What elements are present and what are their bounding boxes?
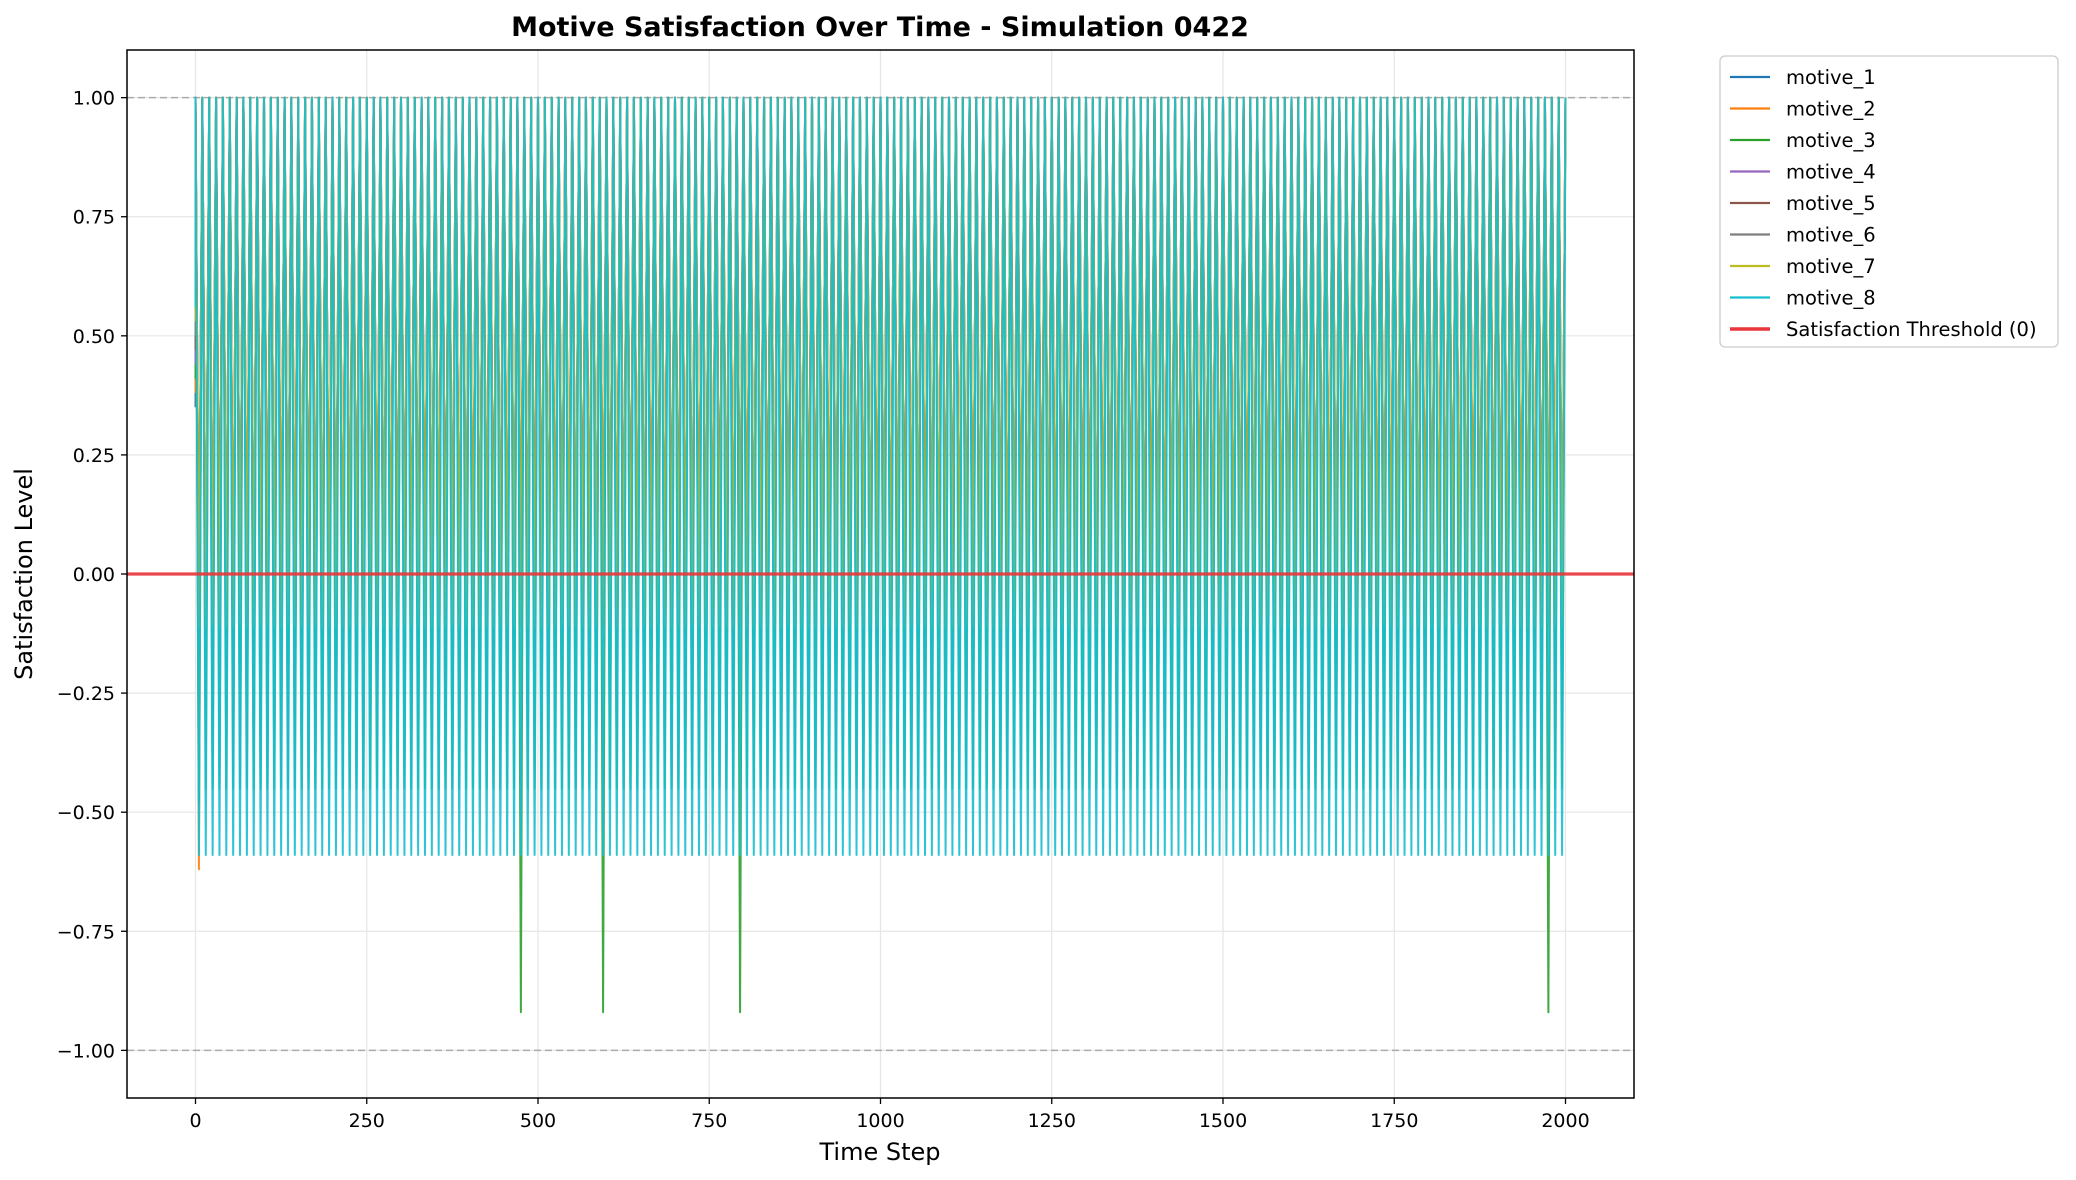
series-line-motive_8 — [194, 96, 1567, 857]
legend-label: motive_4 — [1786, 161, 1876, 184]
x-tick-label: 500 — [520, 1110, 556, 1132]
chart-title: Motive Satisfaction Over Time - Simulati… — [511, 12, 1249, 43]
y-tick-label: 0.25 — [73, 445, 115, 467]
legend: motive_1 motive_2 motive_3 motive_4 motive_5… — [1719, 55, 2059, 348]
legend-label: motive_8 — [1786, 287, 1876, 310]
y-tick-label: −0.25 — [57, 683, 115, 705]
legend-label: motive_1 — [1786, 66, 1876, 89]
legend-label: Satisfaction Threshold (0) — [1786, 318, 2037, 341]
y-tick-label: −0.50 — [57, 802, 115, 824]
x-tick-label: 1500 — [1199, 1110, 1247, 1132]
y-tick-label: 1.00 — [73, 88, 115, 110]
x-tick-label: 250 — [349, 1110, 385, 1132]
x-axis-label: Time Step — [818, 1138, 940, 1166]
x-tick-label: 750 — [691, 1110, 727, 1132]
legend-label: motive_3 — [1786, 129, 1876, 152]
x-tick-label: 0 — [189, 1110, 201, 1132]
x-tick-label: 1250 — [1028, 1110, 1076, 1132]
x-tick-label: 1750 — [1370, 1110, 1418, 1132]
x-tick-label: 1000 — [856, 1110, 904, 1132]
y-tick-label: 0.75 — [73, 207, 115, 229]
legend-label: motive_2 — [1786, 98, 1876, 121]
series-layer — [194, 96, 1567, 1014]
legend-label: motive_5 — [1786, 192, 1876, 215]
y-tick-label: 0.50 — [73, 326, 115, 348]
y-tick-label: −0.75 — [57, 921, 115, 943]
x-axis: 0 250 500 750 1000 1250 1500 1750 2000 — [189, 1098, 1590, 1132]
y-tick-label: −1.00 — [57, 1040, 115, 1062]
legend-box — [1719, 55, 2059, 348]
y-tick-label: 0.00 — [73, 564, 115, 586]
y-axis-label: Satisfaction Level — [10, 468, 38, 680]
legend-label: motive_6 — [1786, 224, 1876, 247]
x-tick-label: 2000 — [1541, 1110, 1589, 1132]
y-axis: −1.00 −0.75 −0.50 −0.25 0.00 0.25 0.50 0.75 1.00 — [57, 88, 127, 1062]
legend-label: motive_7 — [1786, 255, 1876, 278]
